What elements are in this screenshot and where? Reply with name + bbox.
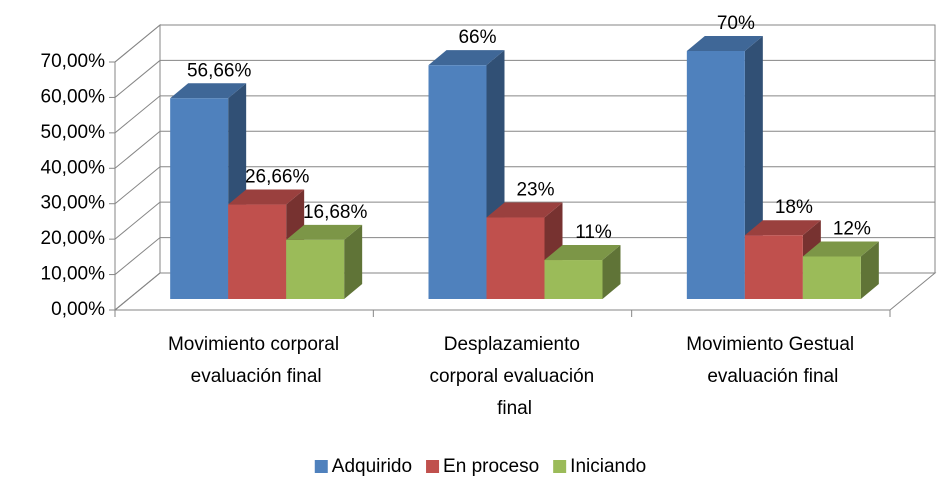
y-tick-label: 70,00% (41, 51, 106, 72)
grid-line (114, 59, 935, 98)
data-label: 56,66% (187, 60, 252, 81)
y-tick-label: 40,00% (41, 157, 106, 178)
bar-top (428, 50, 505, 66)
bar (170, 98, 229, 299)
data-label: 11% (575, 222, 612, 243)
bar-top (228, 189, 305, 205)
legend-label: En proceso (443, 456, 539, 477)
data-label: 18% (775, 197, 813, 218)
grid-line (114, 272, 935, 311)
x-tick-label: Movimiento corporal evaluación final (168, 334, 344, 387)
label-line: evaluación final (191, 366, 322, 387)
bar (744, 235, 803, 299)
bar-top (802, 241, 879, 257)
legend-label: Iniciando (570, 456, 646, 477)
label-line: evaluación final (707, 366, 838, 387)
bar-top (544, 245, 621, 261)
label-line: Desplazamiento (444, 334, 586, 355)
bar (228, 204, 287, 299)
grid-line (114, 24, 935, 63)
bar-top (744, 220, 821, 236)
label-line: final (497, 398, 532, 419)
data-label: 16,68% (303, 202, 368, 223)
data-label: 70% (717, 13, 755, 34)
label-line: Movimiento Gestual (686, 334, 859, 355)
grid-line (114, 166, 935, 205)
y-tick-label: 0,00% (51, 299, 105, 320)
bar (428, 65, 487, 300)
bar-top (286, 224, 363, 240)
bar-top (686, 36, 763, 51)
y-tick-label: 60,00% (41, 86, 106, 107)
bar-side (602, 245, 621, 299)
legend-swatch (426, 460, 440, 473)
legend-label: Adquirido (332, 456, 412, 477)
data-label: 66% (458, 27, 496, 48)
bar (686, 51, 745, 299)
bar (802, 256, 861, 299)
legend: Adquirido En proceso Iniciando (314, 456, 646, 477)
y-tick-label: 30,00% (41, 193, 106, 214)
y-tick-label: 50,00% (41, 122, 106, 143)
y-tick-label: 20,00% (41, 228, 106, 249)
grid-line (114, 201, 935, 240)
x-tick-label: Desplazamiento corporal evaluación final (429, 334, 599, 419)
bar-side (860, 241, 879, 299)
grid-line (114, 95, 935, 134)
bar (286, 239, 345, 299)
bar-top (170, 83, 247, 99)
x-tick-label: Movimiento Gestual evaluación final (686, 334, 859, 387)
y-tick-label: 10,00% (41, 264, 106, 285)
side-wall (114, 23, 161, 312)
data-label: 26,66% (245, 167, 310, 188)
bar (486, 217, 545, 299)
data-label: 23% (516, 180, 554, 201)
label-line: corporal evaluación (429, 366, 599, 387)
grid-line (114, 130, 935, 169)
bar-side (344, 224, 363, 299)
label-line: Movimiento corporal (168, 334, 344, 355)
data-label: 12% (833, 219, 871, 240)
legend-swatch (553, 460, 567, 473)
grid-line (114, 237, 935, 275)
legend-swatch (314, 460, 328, 473)
bar (544, 260, 603, 299)
bar-top (486, 202, 563, 218)
